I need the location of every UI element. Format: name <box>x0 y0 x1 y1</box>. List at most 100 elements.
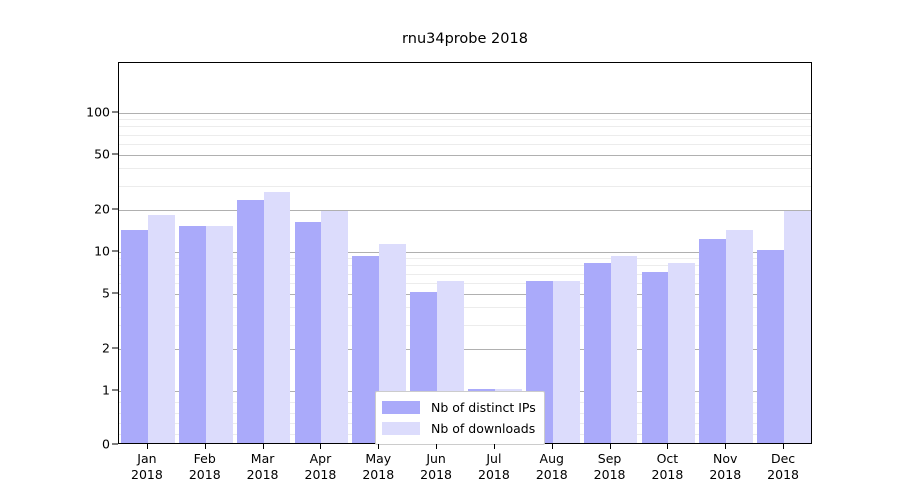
x-tick-mark <box>204 444 206 449</box>
bar-oct-series0 <box>641 271 669 443</box>
x-tick-mark <box>551 444 553 449</box>
y-tick-mark <box>112 250 118 252</box>
minor-gridline <box>119 282 811 284</box>
x-tick-month: Dec <box>770 451 796 466</box>
bar-oct-series1 <box>668 263 696 443</box>
bar-mar-series1 <box>263 192 291 443</box>
x-tick-year: 2018 <box>188 466 221 482</box>
x-tick-month: Jun <box>426 451 446 466</box>
minor-gridline <box>119 119 811 121</box>
y-tick-label: 1 <box>102 382 110 398</box>
legend-item-distinct-ips[interactable]: Nb of distinct IPs <box>382 397 536 418</box>
minor-gridline <box>119 307 811 309</box>
x-tick-year: 2018 <box>709 466 742 482</box>
major-gridline <box>119 293 811 295</box>
x-tick-mark <box>493 444 495 449</box>
x-tick-year: 2018 <box>478 466 510 482</box>
plot-area <box>118 62 812 444</box>
bar-apr-series1 <box>321 211 349 443</box>
x-tick-month: Oct <box>656 451 679 466</box>
x-tick-year: 2018 <box>535 466 568 482</box>
y-tick-label: 0 <box>102 436 110 452</box>
y-tick-label: 50 <box>94 146 110 162</box>
major-gridline <box>119 154 811 156</box>
bar-nov-series0 <box>699 239 727 443</box>
legend-swatch-icon <box>382 401 420 414</box>
x-tick-label-feb: Feb 2018 <box>165 451 245 482</box>
y-tick-label: 100 <box>86 104 110 120</box>
minor-gridline <box>119 258 811 260</box>
minor-gridline <box>119 134 811 136</box>
x-tick-mark <box>378 444 380 449</box>
x-tick-year: 2018 <box>593 466 626 482</box>
chart-title: rnu34probe 2018 <box>402 31 528 47</box>
x-tick-year: 2018 <box>767 466 799 482</box>
minor-gridline <box>119 185 811 187</box>
y-tick-mark <box>112 153 118 155</box>
bar-feb-series1 <box>205 225 233 443</box>
x-tick-month: Aug <box>539 451 564 466</box>
minor-gridline <box>119 324 811 326</box>
y-tick-label: 10 <box>94 243 110 259</box>
bar-aug-series1 <box>552 280 580 443</box>
major-gridline <box>119 210 811 212</box>
legend-swatch-icon <box>382 422 420 435</box>
y-tick-mark <box>112 347 118 349</box>
bar-nov-series1 <box>726 229 754 443</box>
legend-label: Nb of downloads <box>431 421 536 436</box>
x-tick-month: Jul <box>486 451 502 466</box>
bar-mar-series0 <box>236 199 264 443</box>
minor-gridline <box>119 273 811 275</box>
y-tick-mark <box>112 443 118 445</box>
x-tick-label-jul: Jul 2018 <box>454 451 534 482</box>
y-tick-mark <box>112 292 118 294</box>
x-tick-label-mar: Mar 2018 <box>223 451 303 482</box>
x-tick-mark <box>262 444 264 449</box>
bar-dec-series0 <box>757 250 785 443</box>
x-tick-label-dec: Dec 2018 <box>743 451 823 482</box>
x-tick-mark <box>436 444 438 449</box>
x-tick-year: 2018 <box>362 466 395 482</box>
x-tick-month: May <box>365 451 392 466</box>
x-tick-month: Apr <box>309 451 332 466</box>
x-tick-mark <box>667 444 669 449</box>
x-tick-label-nov: Nov 2018 <box>685 451 765 482</box>
minor-gridline <box>119 168 811 170</box>
y-tick-label: 2 <box>102 340 110 356</box>
minor-gridline <box>119 126 811 128</box>
x-tick-year: 2018 <box>420 466 452 482</box>
bar-feb-series0 <box>178 225 206 443</box>
x-tick-label-oct: Oct 2018 <box>627 451 707 482</box>
bar-sep-series1 <box>610 256 638 443</box>
x-tick-month: Jan <box>137 451 157 466</box>
major-gridline <box>119 349 811 351</box>
minor-gridline <box>119 265 811 267</box>
bar-sep-series0 <box>583 263 611 443</box>
bar-apr-series0 <box>294 221 322 443</box>
bar-dec-series1 <box>784 211 811 443</box>
major-gridline <box>119 252 811 253</box>
x-tick-year: 2018 <box>651 466 684 482</box>
x-tick-month: Mar <box>250 451 275 466</box>
minor-gridline <box>119 143 811 145</box>
x-tick-mark <box>609 444 611 449</box>
major-gridline <box>119 113 811 114</box>
x-tick-label-jun: Jun 2018 <box>396 451 476 482</box>
y-tick-label: 5 <box>102 285 110 301</box>
x-tick-month: Feb <box>193 451 216 466</box>
x-tick-year: 2018 <box>304 466 337 482</box>
x-tick-month: Sep <box>597 451 622 466</box>
x-tick-label-aug: Aug 2018 <box>512 451 592 482</box>
x-tick-mark <box>320 444 322 449</box>
x-tick-label-sep: Sep 2018 <box>570 451 650 482</box>
y-tick-mark <box>112 111 118 113</box>
legend-item-downloads[interactable]: Nb of downloads <box>382 418 536 439</box>
y-tick-mark <box>112 208 118 210</box>
x-tick-mark <box>146 444 148 449</box>
legend-label: Nb of distinct IPs <box>431 400 536 415</box>
x-tick-month: Nov <box>713 451 738 466</box>
x-tick-label-jan: Jan 2018 <box>107 451 187 482</box>
bar-jan-series0 <box>121 229 148 443</box>
x-tick-year: 2018 <box>131 466 163 482</box>
